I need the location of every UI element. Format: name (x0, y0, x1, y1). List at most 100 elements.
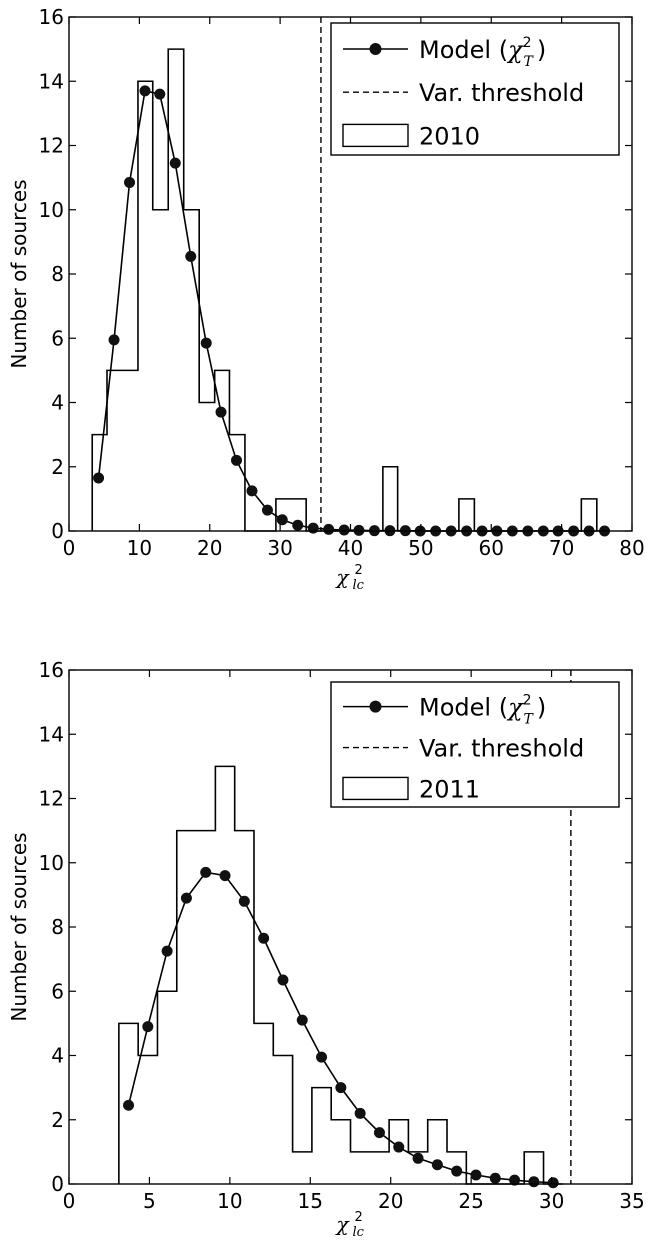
model-line (97, 89, 605, 532)
x-axis-label-sub: lc (353, 578, 365, 593)
model-point (323, 523, 335, 535)
x-tick-label: 10 (217, 1189, 242, 1213)
y-tick-label: 4 (51, 1044, 64, 1068)
model-point (180, 892, 192, 904)
plot-2: 0 5 10 15 20 25 30 35 0 2 4 6 8 10 12 14 16 Number of sou… (7, 658, 645, 1240)
model-point (258, 932, 270, 944)
y-tick-label: 12 (39, 787, 64, 811)
y-tick-label: 2 (51, 455, 64, 479)
y-axis-label: Number of sources (7, 179, 31, 368)
x-tick-label: 5 (143, 1189, 156, 1213)
model-point (230, 454, 242, 466)
model-point (185, 250, 197, 262)
model-point (246, 485, 258, 497)
y-tick-label: 14 (39, 69, 64, 93)
legend-threshold-label: Var. threshold (419, 79, 584, 107)
y-axis-label: Number of sources (7, 832, 31, 1021)
y-tick-label: 16 (39, 658, 64, 682)
y-tick-label: 16 (39, 5, 64, 29)
y-tick-label: 8 (51, 915, 64, 939)
x-tick-label: 0 (63, 536, 76, 560)
model-point (123, 1099, 135, 1111)
x-axis-label-chi: χ (334, 1212, 350, 1236)
x-tick-label: 35 (619, 1189, 644, 1213)
x-tick-label: 10 (127, 536, 152, 560)
legend: Model (χ2 T) Var. threshold 2010 (330, 22, 620, 156)
x-tick-label: 25 (458, 1189, 483, 1213)
x-axis-label: χ 2lc (334, 563, 364, 593)
plot-1: 0 10 20 30 40 50 60 70 80 0 2 4 6 8 10 12 14 16 Number of … (7, 5, 645, 593)
model-point (547, 1177, 559, 1189)
model-point (169, 157, 181, 169)
x-axis-label: χ 2lc (334, 1210, 364, 1240)
legend-model-sub: T (524, 54, 535, 70)
model-point (219, 870, 231, 882)
model-point (316, 1051, 328, 1063)
model-point (215, 406, 227, 418)
model-point (296, 1014, 308, 1026)
x-tick-label: 70 (549, 536, 574, 560)
legend-model-sup: 2 (523, 35, 532, 51)
legend-model-close: ) (537, 694, 546, 722)
y-tick-label: 0 (51, 1172, 64, 1196)
model-point (238, 895, 250, 907)
x-axis-label-chi: χ (334, 565, 350, 589)
x-tick-label: 50 (408, 536, 433, 560)
legend-model-text: Model ( (419, 36, 508, 64)
histogram-2011 (118, 765, 563, 1185)
model-point (142, 1021, 154, 1033)
y-tick-label: 0 (51, 519, 64, 543)
legend-model-marker (369, 700, 382, 713)
model-point (307, 522, 319, 534)
model-point (470, 1169, 482, 1181)
x-tick-label: 0 (63, 1189, 76, 1213)
model-point (292, 519, 304, 531)
x-axis-label-sup: 2 (355, 563, 363, 578)
model-point (412, 1152, 424, 1164)
model-point (277, 974, 289, 986)
y-tick-label: 6 (51, 326, 64, 350)
y-tick-label: 12 (39, 134, 64, 158)
model-point (200, 337, 212, 349)
legend-histogram-patch (342, 123, 409, 148)
model-point (451, 1165, 463, 1177)
legend-model-label: Model (χ2 T) (419, 35, 546, 70)
x-tick-label: 30 (267, 536, 292, 560)
legend-histogram-label: 2010 (419, 122, 480, 150)
y-tick-label: 4 (51, 391, 64, 415)
legend-model-chi: χ (506, 36, 524, 64)
legend-model-sup: 2 (523, 693, 532, 709)
model-point (509, 1174, 521, 1186)
y-tick-label: 6 (51, 979, 64, 1003)
model-line (127, 871, 554, 1184)
x-tick-label: 20 (197, 536, 222, 560)
model-point (431, 1159, 443, 1171)
y-tick-label: 10 (39, 198, 64, 222)
legend-histogram-patch (342, 776, 409, 801)
model-point (124, 176, 136, 188)
model-point (338, 524, 350, 536)
legend-histogram-label: 2011 (419, 775, 480, 803)
legend-model-marker (369, 43, 382, 55)
model-point (489, 1172, 501, 1184)
model-point (276, 514, 288, 526)
model-point (261, 504, 273, 516)
model-point (154, 88, 166, 100)
x-tick-label: 20 (378, 1189, 403, 1213)
x-tick-label: 15 (298, 1189, 323, 1213)
x-tick-label: 80 (619, 536, 644, 560)
y-tick-label: 10 (39, 851, 64, 875)
x-tick-label: 60 (479, 536, 504, 560)
model-point (393, 1141, 405, 1153)
y-tick-label: 8 (51, 262, 64, 286)
model-point (528, 1176, 540, 1188)
legend: Model (χ2 T) Var. threshold 2011 (330, 681, 620, 808)
legend-model-text: Model ( (419, 694, 508, 722)
legend-model-close: ) (537, 36, 546, 64)
model-point (373, 1127, 385, 1139)
model-point (139, 85, 151, 97)
x-axis-label-sub: lc (353, 1225, 365, 1240)
x-tick-label: 40 (338, 536, 363, 560)
model-point (335, 1082, 347, 1094)
